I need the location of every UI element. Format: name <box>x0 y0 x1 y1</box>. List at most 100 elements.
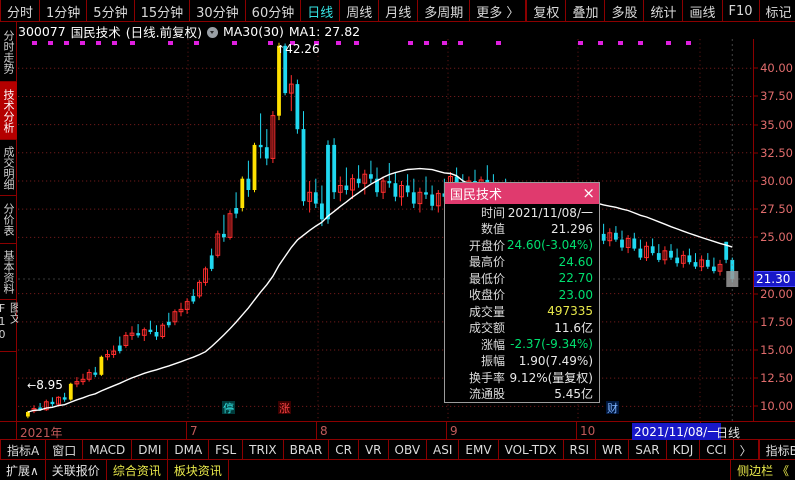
indicator-x[interactable]: 〉 <box>734 440 759 460</box>
indicator-FSL[interactable]: FSL <box>209 440 244 460</box>
chevron-down-icon[interactable] <box>206 26 218 38</box>
sidebar-toggle-button[interactable]: 侧边栏 《 <box>730 460 795 480</box>
period-tab-9[interactable]: 多周期 <box>418 0 471 22</box>
chart-marker-limit[interactable]: 停 <box>222 401 235 415</box>
period-tab-10[interactable]: 更多 〉 <box>470 0 527 22</box>
sidebar-item-1[interactable]: 技术分析 <box>0 82 17 140</box>
sidebar-item-2[interactable]: 成交明细 <box>0 140 17 196</box>
chart-gridlines <box>18 67 753 407</box>
price-tick-3: 32.50 <box>760 145 793 160</box>
axis-tick-mark-11 <box>754 405 758 407</box>
tooltip-row-label-5: 收盘价 <box>468 288 505 303</box>
chart-title-line: 300077 国民技术 (日线.前复权) MA30(30) MA1: 27.82 <box>18 23 360 40</box>
tooltip-row-label-0: 时间 <box>480 205 505 220</box>
indicator-ASI[interactable]: ASI <box>427 440 460 460</box>
sidebar-item-4[interactable]: 基本资料 <box>0 244 17 300</box>
tooltip-row-label-9: 振幅 <box>480 354 505 369</box>
sidebar-item-3[interactable]: 分价表 <box>0 196 17 244</box>
axis-tick-mark-1 <box>754 95 758 97</box>
axis-tick-mark-2 <box>754 124 758 126</box>
tooltip-row-5: 收盘价 23.00 <box>445 287 599 304</box>
indicator-right-0[interactable]: 指标B <box>758 440 795 460</box>
date-sep-3 <box>446 422 447 440</box>
axis-tick-mark-0 <box>754 67 758 69</box>
period-tab-2[interactable]: 5分钟 <box>87 0 135 22</box>
status-item-1[interactable]: 关联报价 <box>46 460 107 480</box>
tooltip-row-value-1: 21.296 <box>551 221 593 236</box>
tooltip-row-0: 时间 2021/11/08/一 <box>445 204 599 221</box>
tooltip-row-value-6: 497335 <box>547 304 593 319</box>
tooltip-row-7: 成交额 11.6亿 <box>445 320 599 337</box>
axis-tick-mark-9 <box>754 349 758 351</box>
indicator-DMI[interactable]: DMI <box>132 440 169 460</box>
indicator-toolbar: 指标A 窗口 MACD DMI DMA FSL TRIX BRAR CR VR OBV ASI EMV V… <box>0 440 795 460</box>
tooltip-title: 国民技术 <box>450 188 503 203</box>
date-label-0: 2021年 <box>20 426 63 440</box>
tooltip-row-value-3: 24.60 <box>558 254 593 269</box>
price-tick-8: 17.50 <box>760 314 793 329</box>
indicator-MACD[interactable]: MACD <box>83 440 133 460</box>
tooltip-row-value-9: 1.90(7.49%) <box>518 353 593 368</box>
stock-code: 300077 <box>18 23 66 39</box>
indicator-VR[interactable]: VR <box>359 440 389 460</box>
period-tab-7[interactable]: 周线 <box>340 0 380 22</box>
tool-button-0[interactable]: 复权 <box>526 0 567 22</box>
indicator-SAR[interactable]: SAR <box>629 440 667 460</box>
price-tick-10: 12.50 <box>760 371 793 386</box>
price-tick-0: 40.00 <box>760 61 793 76</box>
tooltip-row-3: 最高价 24.60 <box>445 254 599 271</box>
price-tick-9: 15.00 <box>760 343 793 357</box>
chart-marker-finance[interactable]: 财 <box>606 401 619 415</box>
sidebar-item-0[interactable]: 分时走势 <box>0 22 17 82</box>
tooltip-row-1: 数值 21.296 <box>445 221 599 238</box>
indicator-TRIX[interactable]: TRIX <box>243 440 284 460</box>
period-note: (日线.前复权) <box>125 24 202 40</box>
indicator-BRAR[interactable]: BRAR <box>284 440 330 460</box>
tool-button-4[interactable]: 画线 <box>683 0 723 22</box>
indicator-CR[interactable]: CR <box>329 440 359 460</box>
date-label-3: 9 <box>450 424 458 438</box>
indicator-VOL-TDX[interactable]: VOL-TDX <box>499 440 564 460</box>
chart-marker-rise[interactable]: 涨 <box>278 401 291 415</box>
indicator-RSI[interactable]: RSI <box>564 440 597 460</box>
indicator-DMA[interactable]: DMA <box>168 440 210 460</box>
date-label-4: 10 <box>580 424 596 438</box>
tool-button-3[interactable]: 统计 <box>644 0 684 22</box>
status-item-2[interactable]: 综合资讯 <box>107 460 168 480</box>
indicator-CCI[interactable]: CCI <box>700 440 734 460</box>
indicator-KDJ[interactable]: KDJ <box>667 440 701 460</box>
close-icon[interactable]: × <box>582 184 595 202</box>
period-tab-4[interactable]: 30分钟 <box>190 0 246 22</box>
period-tab-6[interactable]: 日线 <box>301 0 341 22</box>
period-tab-0[interactable]: 分时 <box>0 0 41 22</box>
axis-tick-mark-5 <box>754 208 758 210</box>
price-axis: 40.00 37.50 35.00 32.50 30.00 27.50 25.00 20.00… <box>753 39 795 421</box>
indicator-left-1[interactable]: 窗口 <box>46 440 84 460</box>
date-sep-1 <box>186 422 187 440</box>
sidebar-item-5[interactable]: 图文F10 <box>0 300 22 352</box>
tool-button-1[interactable]: 叠加 <box>566 0 606 22</box>
tool-button-5[interactable]: F10 <box>723 0 760 22</box>
tool-button-6[interactable]: 标记 <box>760 0 795 22</box>
status-item-3[interactable]: 板块资讯 <box>168 460 229 480</box>
period-tab-3[interactable]: 15分钟 <box>135 0 191 22</box>
tooltip-header: 国民技术 × <box>445 183 599 204</box>
indicator-OBV[interactable]: OBV <box>389 440 428 460</box>
indicator-left-0[interactable]: 指标A <box>0 440 47 460</box>
period-tab-1[interactable]: 1分钟 <box>40 0 88 22</box>
status-toolbar: 扩展∧ 关联报价 综合资讯 板块资讯 侧边栏 《 <box>0 460 795 480</box>
data-tooltip-popup[interactable]: 国民技术 × 时间 2021/11/08/一 数值 21.296 开盘价 24.60(-3… <box>444 182 600 403</box>
status-item-0[interactable]: 扩展∧ <box>0 460 46 480</box>
period-tab-8[interactable]: 月线 <box>379 0 419 22</box>
tooltip-row-label-1: 数值 <box>480 222 505 237</box>
ma-indicator-label: MA30(30) <box>222 23 284 39</box>
indicator-WR[interactable]: WR <box>596 440 630 460</box>
tooltip-row-4: 最低价 22.70 <box>445 270 599 287</box>
indicator-EMV[interactable]: EMV <box>459 440 499 460</box>
period-tab-5[interactable]: 60分钟 <box>246 0 302 22</box>
tool-button-2[interactable]: 多股 <box>605 0 645 22</box>
candlestick-chart[interactable]: ↑42.26 ←8.95 <box>18 39 753 421</box>
tooltip-row-value-2: 24.60(-3.04%) <box>506 238 593 253</box>
price-tick-11: 10.00 <box>760 399 793 414</box>
tooltip-row-value-7: 11.6亿 <box>554 321 593 336</box>
